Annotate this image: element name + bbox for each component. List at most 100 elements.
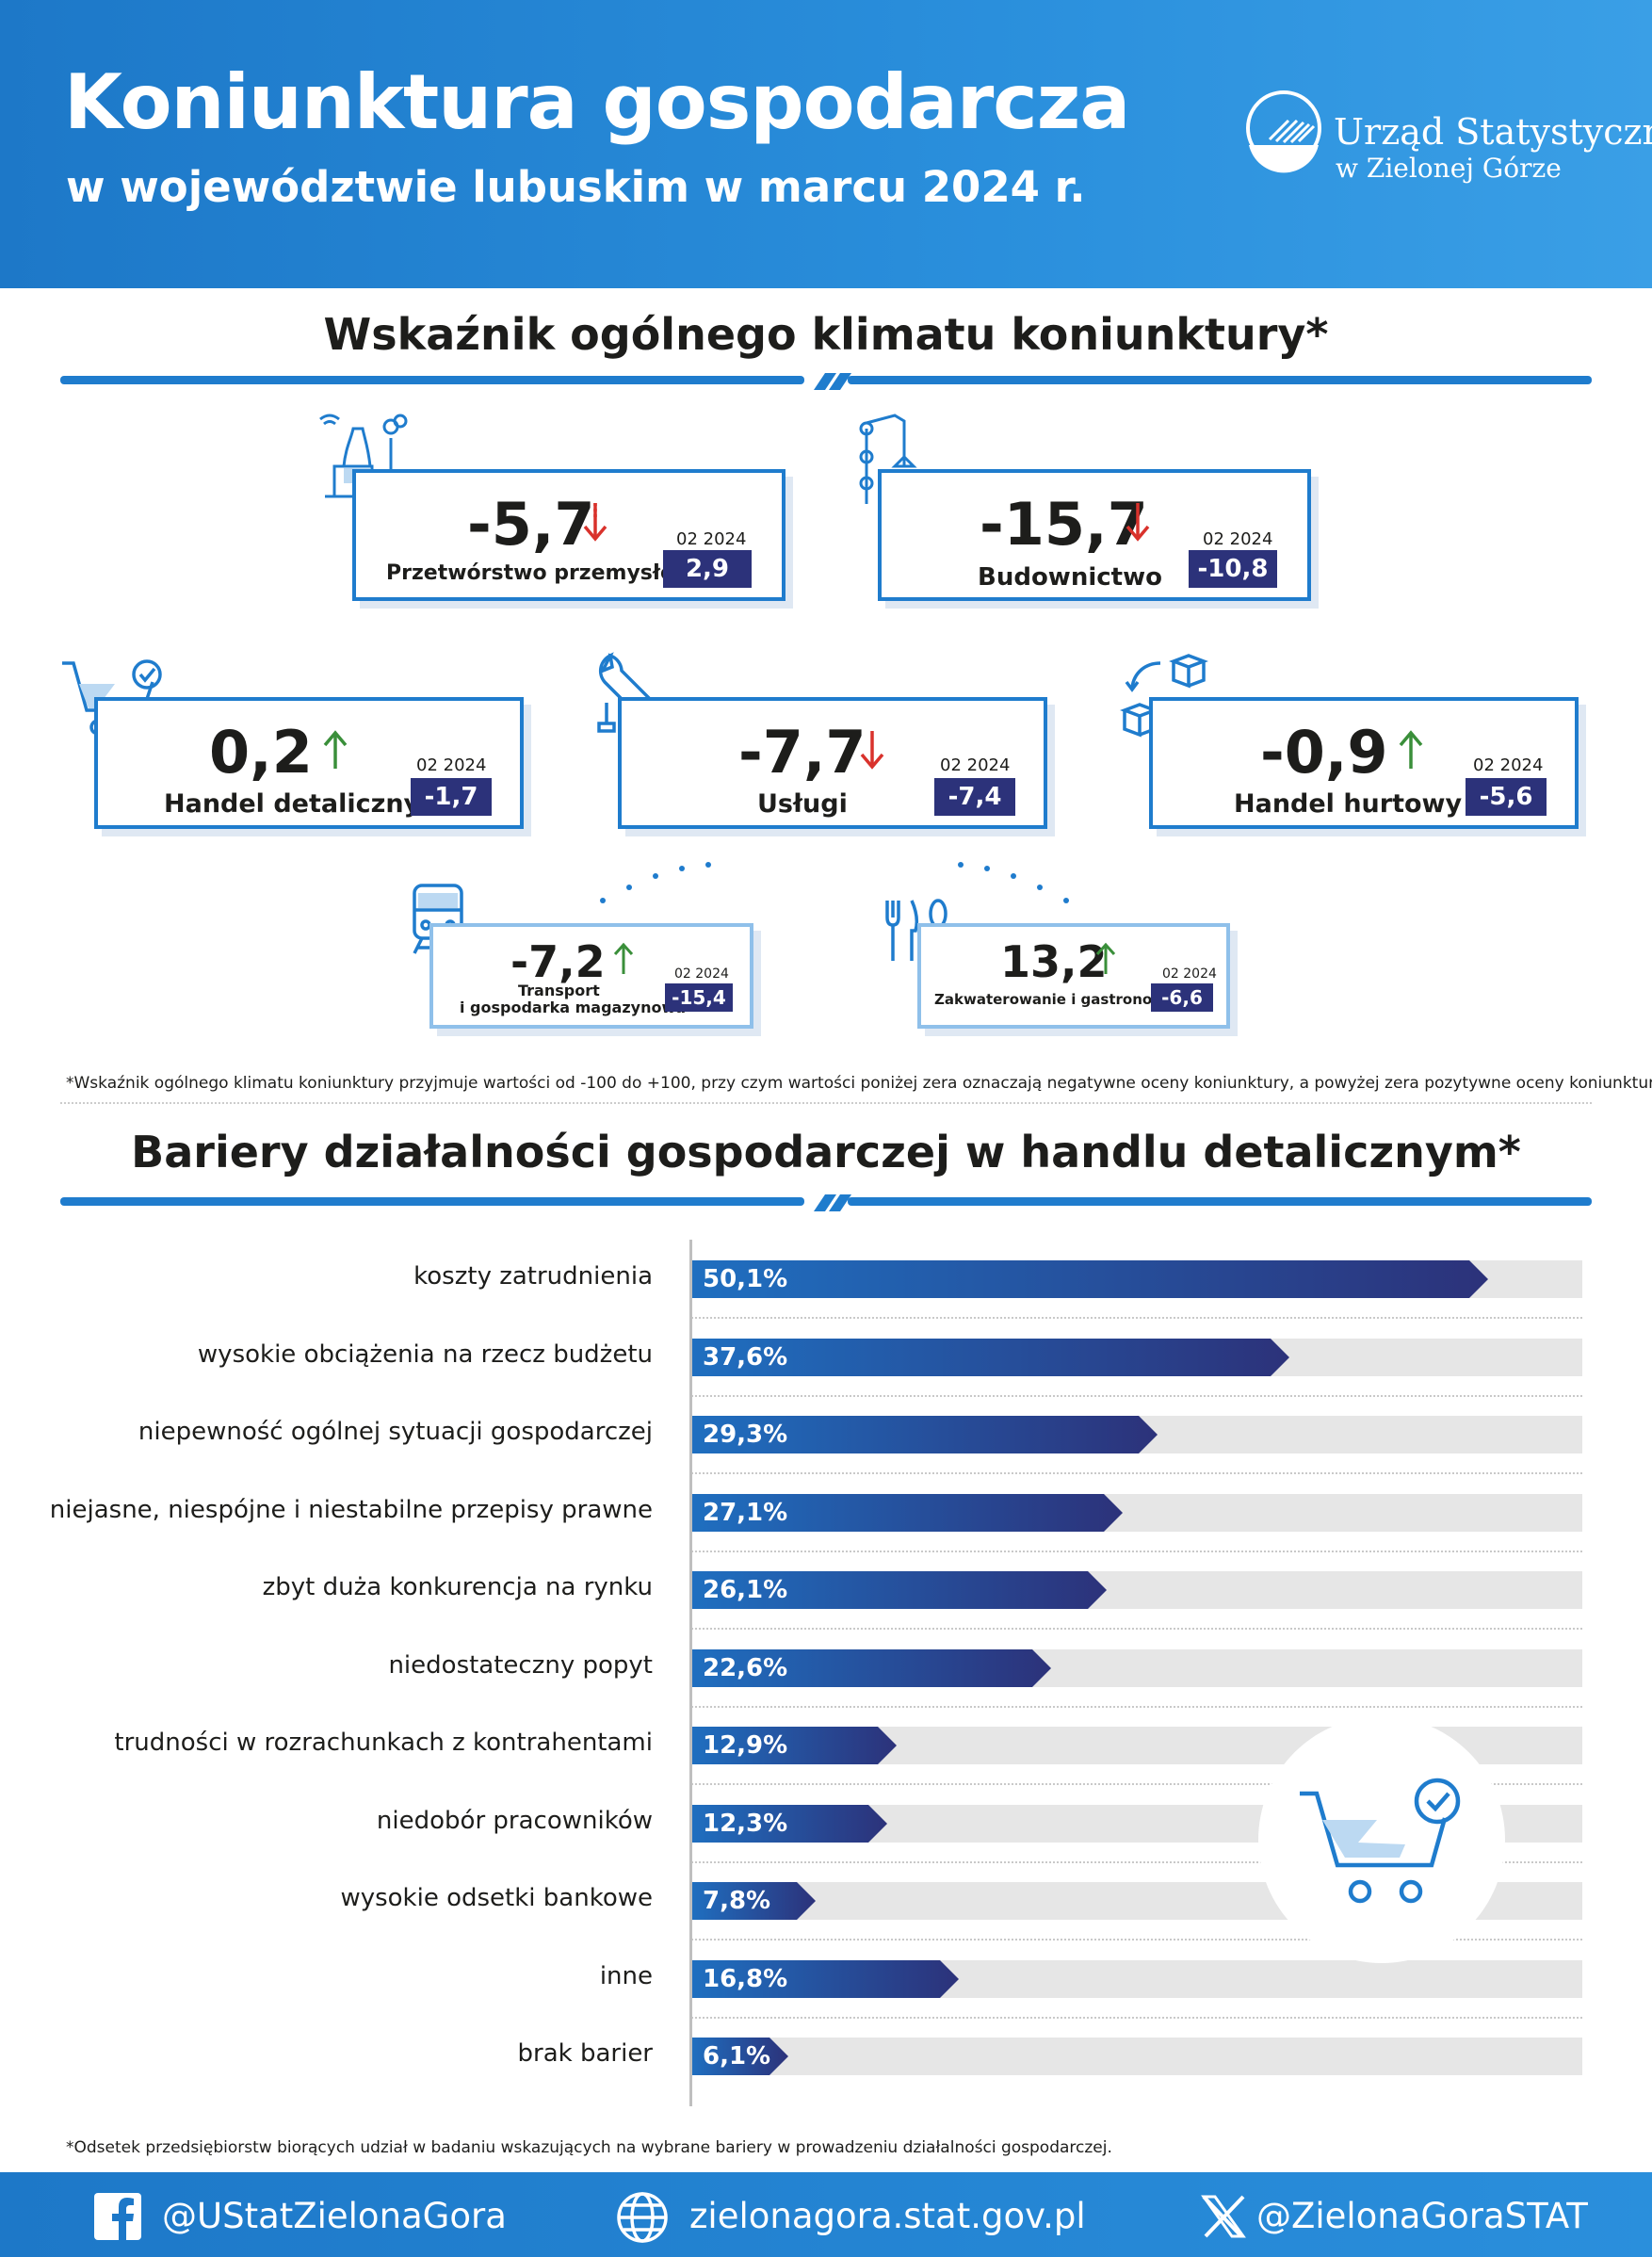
arrow-up-icon [1095, 942, 1116, 974]
prev-period-label: 02 2024 [416, 755, 487, 775]
bar-category-label: wysokie obciążenia na rzecz budżetu [197, 1340, 653, 1369]
bar [691, 1571, 1107, 1609]
bar-value-label: 6,1% [703, 2042, 771, 2070]
page-title: Koniunktura gospodarcza [64, 58, 1130, 146]
row-separator [691, 1705, 1582, 1708]
arrow-up-icon [613, 942, 634, 974]
bar [691, 1648, 1051, 1687]
bar-category-label: koszty zatrudnienia [413, 1262, 653, 1291]
bar-value-label: 12,9% [703, 1731, 788, 1760]
prev-period-label: 02 2024 [1203, 529, 1273, 549]
prev-period-label: 02 2024 [1473, 755, 1544, 775]
barriers-heading: Bariery działalności gospodarczej w hand… [131, 1127, 1521, 1177]
card-value: 0,2 [209, 718, 313, 787]
globe-icon [617, 2192, 668, 2243]
bar-value-label: 26,1% [703, 1576, 788, 1604]
statistics-office-logo [1246, 90, 1321, 173]
x-twitter-icon[interactable] [1200, 2193, 1247, 2240]
arrow-up-icon [1399, 730, 1423, 769]
decorative-dots [958, 862, 1069, 903]
bar-value-label: 29,3% [703, 1421, 788, 1449]
row-separator [691, 1783, 1582, 1785]
arrow-down-icon [583, 503, 607, 542]
row-separator [691, 1472, 1582, 1474]
bar-value-label: 7,8% [703, 1887, 771, 1915]
prev-period-label: 02 2024 [676, 529, 747, 549]
card-label-line2: i gospodarka magazynowa [460, 999, 687, 1016]
bar-category-label: zbyt duża konkurencja na rynku [262, 1573, 653, 1601]
card-transport: -7,2 Transport i gospodarka magazynowa 0… [429, 923, 761, 1036]
climate-heading: Wskaźnik ogólnego klimatu koniunktury* [323, 309, 1329, 360]
bar [691, 1416, 1158, 1453]
row-separator [691, 1394, 1582, 1397]
bar [691, 1959, 959, 1998]
bar-value-label: 50,1% [703, 1265, 788, 1293]
card-label-line1: Transport [518, 982, 600, 999]
bar-category-label: niedostateczny popyt [388, 1650, 653, 1680]
card-accommodation: 13,2 Zakwaterowanie i gastronomia 02 202… [917, 923, 1238, 1036]
footnote-separator [60, 1102, 1592, 1104]
section-divider [60, 373, 1592, 390]
card-value: -5,7 [467, 490, 595, 559]
logo-text-line1: Urząd Statystyczny [1334, 111, 1652, 153]
arrow-up-icon [323, 730, 348, 769]
prev-value-badge: -10,8 [1189, 550, 1277, 588]
footer-bar [0, 2172, 1652, 2257]
decorative-dots [600, 862, 711, 903]
facebook-link[interactable]: @UStatZielonaGora [162, 2196, 507, 2236]
bar [691, 1727, 897, 1764]
card-services: -7,7 Usługi 02 2024 -7,4 [618, 697, 1055, 836]
bar [691, 1493, 1123, 1532]
header-banner [0, 0, 1652, 288]
bar [691, 2038, 788, 2075]
card-label: Usługi [757, 789, 848, 819]
card-value: -15,7 [980, 490, 1148, 559]
card-retail-trade: 0,2 Handel detaliczny 02 2024 -1,7 [94, 697, 531, 836]
prev-period-label: 02 2024 [1162, 966, 1217, 982]
card-label: Handel hurtowy [1234, 789, 1463, 819]
bar-category-label: inne [599, 1961, 653, 1990]
row-separator [691, 1939, 1582, 1940]
row-separator [691, 2016, 1582, 2019]
row-separator [691, 1317, 1582, 1319]
bar [691, 1882, 816, 1920]
facebook-icon[interactable] [94, 2193, 141, 2240]
barriers-footnote: *Odsetek przedsiębiorstw biorących udzia… [66, 2138, 1112, 2157]
card-label: Handel detaliczny [164, 789, 421, 819]
card-label: Przetwórstwo przemysłowe [386, 561, 708, 585]
prev-value-badge: -5,6 [1466, 778, 1547, 816]
card-construction: -15,7 Budownictwo 02 2024 -10,8 [878, 469, 1319, 609]
website-link[interactable]: zielonagora.stat.gov.pl [689, 2196, 1086, 2236]
bar-value-label: 12,3% [703, 1809, 788, 1838]
card-value: -7,2 [510, 936, 606, 987]
prev-value-badge: -6,6 [1151, 983, 1213, 1012]
bar-value-label: 16,8% [703, 1964, 788, 1993]
prev-value-badge: -15,4 [665, 983, 733, 1012]
row-separator [691, 1628, 1582, 1630]
bar-track [691, 2038, 1582, 2075]
prev-period-label: 02 2024 [940, 755, 1011, 775]
prev-period-label: 02 2024 [674, 966, 729, 982]
row-separator [691, 1860, 1582, 1863]
bar-category-label: niejasne, niespójne i niestabilne przepi… [49, 1495, 653, 1524]
bar [691, 1338, 1289, 1376]
bar-value-label: 22,6% [703, 1653, 788, 1682]
page-subtitle: w województwie lubuskim w marcu 2024 r. [66, 162, 1086, 212]
bar [691, 1804, 887, 1843]
arrow-down-icon [860, 731, 884, 770]
bar [691, 1260, 1488, 1298]
card-wholesale-trade: -0,9 Handel hurtowy 02 2024 -5,6 [1149, 697, 1586, 836]
card-value: -7,7 [738, 718, 866, 787]
bar-category-label: niepewność ogólnej sytuacji gospodarczej [138, 1418, 653, 1446]
card-label: Zakwaterowanie i gastronomia [934, 991, 1182, 1008]
bar-category-label: niedobór pracowników [376, 1806, 653, 1835]
prev-value-badge: -1,7 [411, 778, 492, 816]
section-divider [60, 1194, 1592, 1211]
chart-axis [689, 1240, 692, 2106]
bar-category-label: wysokie odsetki bankowe [340, 1884, 653, 1912]
arrow-down-icon [1126, 503, 1150, 542]
bar-category-label: trudności w rozrachunkach z kontrahentam… [114, 1729, 653, 1757]
card-value: -0,9 [1260, 718, 1388, 787]
x-link[interactable]: @ZielonaGoraSTAT [1256, 2196, 1588, 2236]
prev-value-badge: -7,4 [934, 778, 1015, 816]
